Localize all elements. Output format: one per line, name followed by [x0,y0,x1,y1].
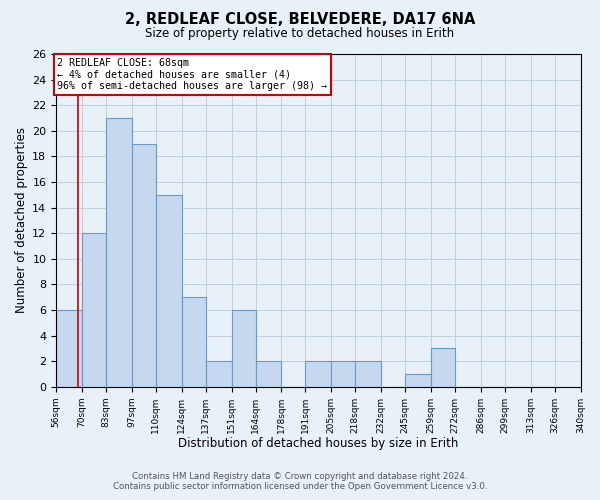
Y-axis label: Number of detached properties: Number of detached properties [15,128,28,314]
Bar [305,361,331,386]
Bar [206,361,232,386]
Bar [132,144,156,386]
Text: 2, REDLEAF CLOSE, BELVEDERE, DA17 6NA: 2, REDLEAF CLOSE, BELVEDERE, DA17 6NA [125,12,475,28]
Bar [82,233,106,386]
Bar [256,361,281,386]
Text: Contains HM Land Registry data © Crown copyright and database right 2024.
Contai: Contains HM Land Registry data © Crown c… [113,472,487,491]
Text: Size of property relative to detached houses in Erith: Size of property relative to detached ho… [145,28,455,40]
Text: 2 REDLEAF CLOSE: 68sqm
← 4% of detached houses are smaller (4)
96% of semi-detac: 2 REDLEAF CLOSE: 68sqm ← 4% of detached … [57,58,327,91]
Bar [182,297,206,386]
Bar [56,310,82,386]
Bar [431,348,455,387]
Bar [106,118,132,386]
X-axis label: Distribution of detached houses by size in Erith: Distribution of detached houses by size … [178,437,458,450]
Bar [405,374,431,386]
Bar [355,361,381,386]
Bar [156,195,182,386]
Bar [331,361,355,386]
Bar [232,310,256,386]
